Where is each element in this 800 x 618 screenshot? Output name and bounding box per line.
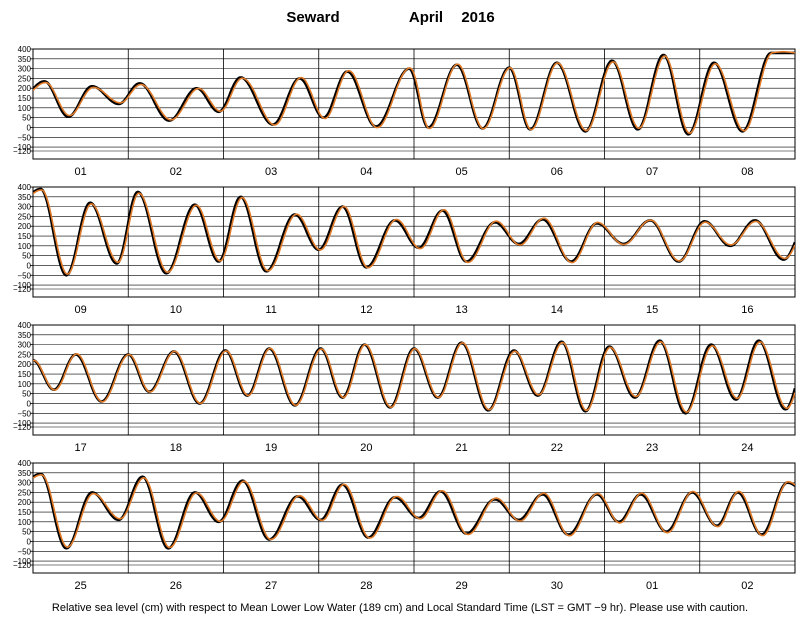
x-tick-label: 03 [265,166,277,178]
y-tick-label: 300 [18,479,32,488]
x-tick-label: 04 [360,166,372,178]
y-tick-label: 0 [27,399,32,408]
x-tick-label: 08 [741,166,753,178]
y-tick-label: 400 [18,321,32,330]
x-tick-label: 30 [551,580,563,592]
x-tick-label: 15 [646,304,658,316]
x-tick-label: 28 [360,580,372,592]
y-tick-label: 400 [18,45,32,54]
x-tick-label: 27 [265,580,277,592]
x-tick-label: 14 [551,304,563,316]
y-tick-label: 300 [18,341,32,350]
x-tick-label: 22 [551,442,563,454]
y-tick-label: 50 [22,252,31,261]
y-tick-label: 100 [18,104,32,113]
x-tick-label: 20 [360,442,372,454]
x-tick-label: 01 [75,166,87,178]
series-predicted [33,341,795,413]
y-tick-label: 350 [18,469,32,478]
series-predicted [33,474,795,549]
series-predicted [33,50,795,134]
y-tick-label: −120 [13,423,32,432]
y-tick-label: −50 [17,547,31,556]
y-tick-label: 200 [18,222,32,231]
y-tick-label: 350 [18,55,32,64]
x-tick-label: 16 [741,304,753,316]
y-tick-label: −120 [13,285,32,294]
y-tick-label: 0 [27,261,32,270]
x-tick-label: 17 [75,442,87,454]
y-tick-label: −50 [17,133,31,142]
y-tick-label: 100 [18,380,32,389]
x-tick-label: 05 [456,166,468,178]
y-tick-label: 50 [22,528,31,537]
y-tick-label: −100 [13,419,32,428]
y-tick-label: 50 [22,390,31,399]
x-tick-label: 23 [646,442,658,454]
chart-caption: Relative sea level (cm) with respect to … [52,602,748,614]
x-tick-label: 24 [741,442,753,454]
x-tick-label: 01 [646,580,658,592]
y-tick-label: −120 [13,561,32,570]
y-tick-label: 150 [18,94,32,103]
chart-title-station: Seward [286,9,339,26]
y-tick-label: 150 [18,232,32,241]
y-tick-label: 150 [18,508,32,517]
y-tick-label: 0 [27,537,32,546]
y-tick-label: 400 [18,459,32,468]
x-tick-label: 09 [75,304,87,316]
y-tick-label: 100 [18,242,32,251]
panel-frame [32,324,796,436]
x-tick-label: 19 [265,442,277,454]
x-tick-label: 07 [646,166,658,178]
y-tick-label: 250 [18,74,32,83]
x-tick-label: 06 [551,166,563,178]
y-tick-label: 250 [18,488,32,497]
y-tick-label: −100 [13,281,32,290]
y-tick-label: −100 [13,143,32,152]
y-tick-label: −100 [13,557,32,566]
y-tick-label: 250 [18,350,32,359]
x-tick-label: 26 [170,580,182,592]
x-tick-label: 21 [456,442,468,454]
x-tick-label: 10 [170,304,182,316]
y-tick-label: 350 [18,331,32,340]
y-tick-label: −50 [17,409,31,418]
panel-frame [32,462,796,574]
y-tick-label: 300 [18,203,32,212]
y-tick-label: −50 [17,271,31,280]
y-tick-label: 250 [18,212,32,221]
x-tick-label: 02 [741,580,753,592]
x-tick-label: 02 [170,166,182,178]
x-tick-label: 29 [456,580,468,592]
chart-title-month: April [409,9,443,26]
x-tick-label: 25 [75,580,87,592]
x-tick-label: 18 [170,442,182,454]
y-tick-label: 200 [18,84,32,93]
y-tick-label: 150 [18,370,32,379]
chart-title-year: 2016 [461,9,494,26]
y-tick-label: 200 [18,360,32,369]
x-tick-label: 12 [360,304,372,316]
y-tick-label: 0 [27,123,32,132]
y-tick-label: 300 [18,65,32,74]
y-tick-label: 50 [22,114,31,123]
x-tick-label: 13 [456,304,468,316]
y-tick-label: 400 [18,183,32,192]
panel-frame [32,186,796,298]
y-tick-label: 200 [18,498,32,507]
series-predicted [33,189,795,275]
y-tick-label: 100 [18,518,32,527]
panel-frame [32,48,796,160]
x-tick-label: 11 [265,304,276,316]
y-tick-label: −120 [13,147,32,156]
y-tick-label: 350 [18,193,32,202]
